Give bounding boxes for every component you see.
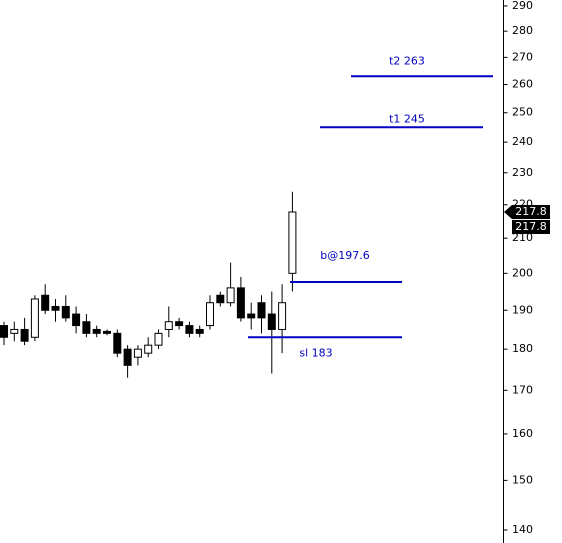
- candle-body: [236, 287, 245, 319]
- candle-body: [278, 302, 287, 330]
- y-tick-label: 180: [512, 342, 533, 355]
- candle-body: [72, 313, 81, 327]
- candle-body: [288, 211, 297, 274]
- y-tick-label: 250: [512, 106, 533, 119]
- candle-body: [195, 328, 204, 334]
- candle-body: [92, 328, 101, 334]
- candle-body: [164, 321, 173, 330]
- candle-body: [175, 321, 184, 327]
- candle-body: [61, 305, 70, 319]
- y-tick-label: 150: [512, 473, 533, 486]
- price-tag: [504, 204, 550, 219]
- candle-body: [267, 313, 276, 330]
- level-label: t2 263: [389, 54, 425, 67]
- candle-body: [206, 302, 214, 327]
- candle-body: [30, 298, 39, 338]
- price-tag: [512, 219, 550, 234]
- y-tick-label: 170: [512, 383, 533, 396]
- y-tick-label: 240: [512, 135, 533, 148]
- level-label: t1 245: [389, 112, 425, 125]
- candle-body: [185, 325, 194, 334]
- y-tick-label: 270: [512, 50, 533, 63]
- y-tick-label: 230: [512, 166, 533, 179]
- candle-body: [154, 332, 163, 346]
- candle-body: [113, 332, 122, 354]
- level-label: sl 183: [299, 346, 332, 359]
- candle-body: [41, 294, 50, 311]
- candle-body: [257, 302, 266, 319]
- candle-body: [144, 344, 153, 354]
- candle-body: [20, 328, 29, 342]
- y-tick-label: 290: [512, 0, 533, 12]
- y-tick-label: 210: [512, 231, 533, 244]
- y-tick-label: 140: [512, 523, 533, 536]
- candle-body: [10, 328, 19, 334]
- y-tick-label: 260: [512, 78, 533, 91]
- candle-body: [123, 348, 132, 366]
- candle-body: [0, 325, 8, 338]
- candle-body: [247, 313, 256, 319]
- price-tag-label: 217.8: [515, 205, 547, 218]
- candle-body: [226, 287, 235, 304]
- candle-body: [216, 294, 225, 304]
- candle-body: [133, 348, 142, 358]
- y-tick-label: 280: [512, 24, 533, 37]
- level-label: b@197.6: [320, 249, 369, 262]
- y-tick-label: 200: [512, 266, 533, 279]
- candle-body: [82, 321, 91, 334]
- y-tick-label: 160: [512, 427, 533, 440]
- candle-body: [103, 330, 111, 334]
- y-tick-label: 190: [512, 303, 533, 316]
- price-tag-label: 217.8: [515, 220, 547, 233]
- candle-body: [51, 305, 60, 311]
